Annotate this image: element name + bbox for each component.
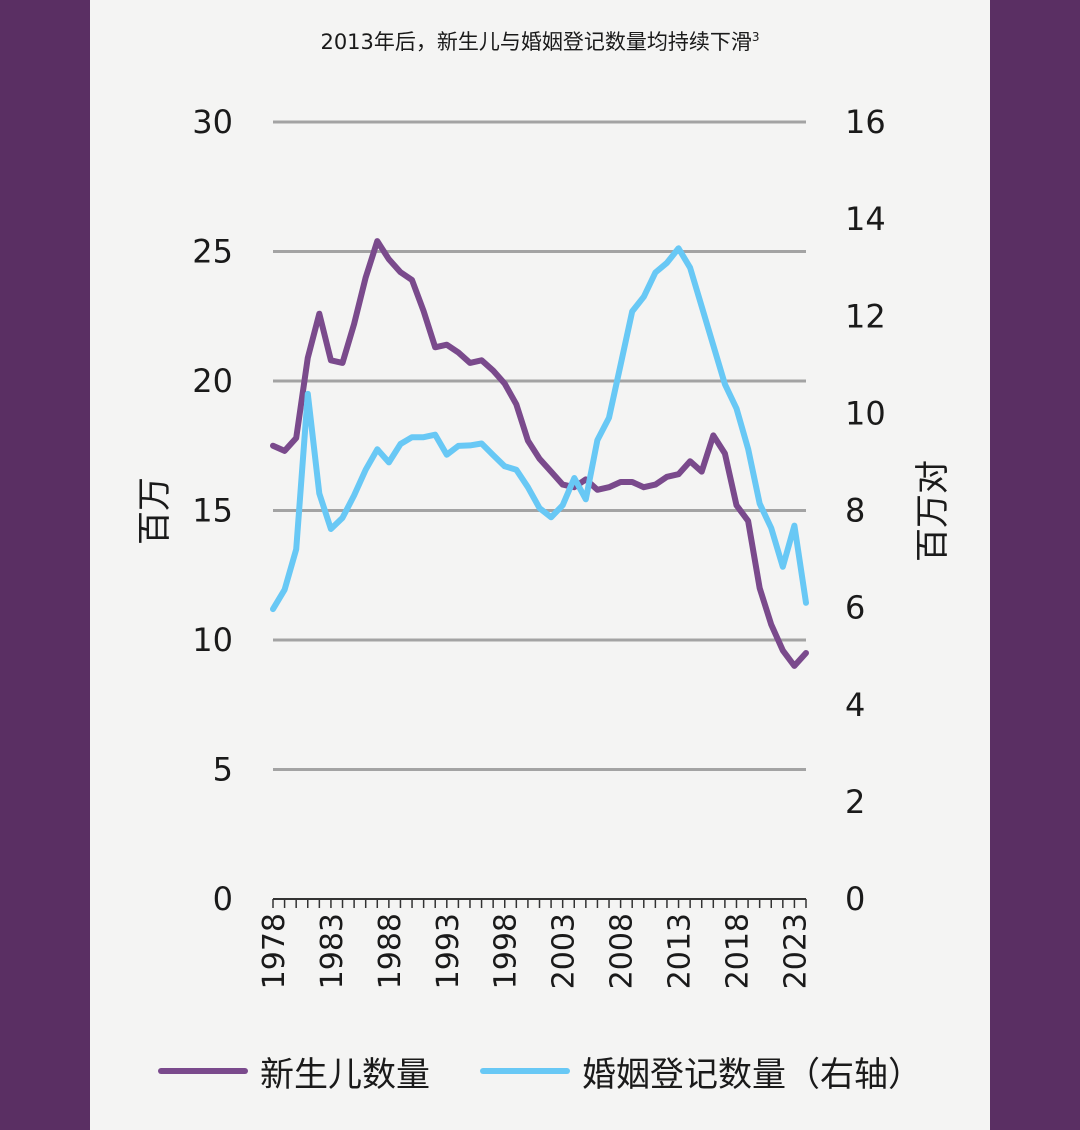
left-axis-title: 百万 <box>135 477 175 545</box>
legend-swatch-marriages <box>480 1068 570 1074</box>
x-tick-label: 1978 <box>257 913 292 989</box>
series-lines <box>270 238 809 669</box>
right-tick-label: 8 <box>845 492 865 530</box>
births-series-line <box>270 238 809 669</box>
x-tick-label: 2023 <box>778 913 813 989</box>
x-tick-label: 2003 <box>547 913 582 989</box>
right-tick-label: 14 <box>845 200 886 238</box>
chart-title: 2013年后，新生儿与婚姻登记数量均持续下滑3 <box>90 26 990 56</box>
x-tick-label: 1983 <box>315 913 350 989</box>
legend-label-births: 新生儿数量 <box>260 1054 430 1095</box>
right-tick-label: 4 <box>845 686 865 724</box>
right-tick-label: 0 <box>845 880 865 918</box>
right-tick-label: 2 <box>845 783 865 821</box>
right-axis-title: 百万对 <box>913 460 953 562</box>
x-tick-label: 1998 <box>489 913 524 989</box>
legend-item-marriages: 婚姻登记数量（右轴） <box>480 1048 922 1095</box>
x-tick-label: 1993 <box>431 913 466 989</box>
left-tick-label: 15 <box>192 492 233 530</box>
marriages-series-line <box>270 245 809 613</box>
left-tick-label: 10 <box>192 621 233 659</box>
x-tick-label: 2013 <box>663 913 698 989</box>
legend-item-births: 新生儿数量 <box>158 1048 430 1095</box>
left-tick-label: 25 <box>192 233 233 271</box>
tick-labels: 0 5 10 15 20 25 30 0 2 4 6 8 10 12 14 16 1978 1983 1988 199… <box>192 103 885 989</box>
left-tick-label: 0 <box>213 880 233 918</box>
legend-swatch-births <box>158 1068 248 1074</box>
x-tick-label: 2018 <box>720 913 755 989</box>
x-tick-label: 2008 <box>605 913 640 989</box>
chart-panel <box>90 0 990 1130</box>
x-tick-label: 1988 <box>373 913 408 989</box>
title-footnote-marker: 3 <box>751 30 760 44</box>
legend-label-marriages: 婚姻登记数量（右轴） <box>582 1054 922 1095</box>
right-tick-label: 6 <box>845 589 865 627</box>
chart-title-text: 2013年后，新生儿与婚姻登记数量均持续下滑 <box>320 30 752 54</box>
right-tick-label: 10 <box>845 394 886 432</box>
right-tick-label: 12 <box>845 297 886 335</box>
left-tick-label: 20 <box>192 362 233 400</box>
left-tick-label: 30 <box>192 103 233 141</box>
gridlines <box>272 120 807 908</box>
right-tick-label: 16 <box>845 103 886 141</box>
left-tick-label: 5 <box>213 751 233 789</box>
